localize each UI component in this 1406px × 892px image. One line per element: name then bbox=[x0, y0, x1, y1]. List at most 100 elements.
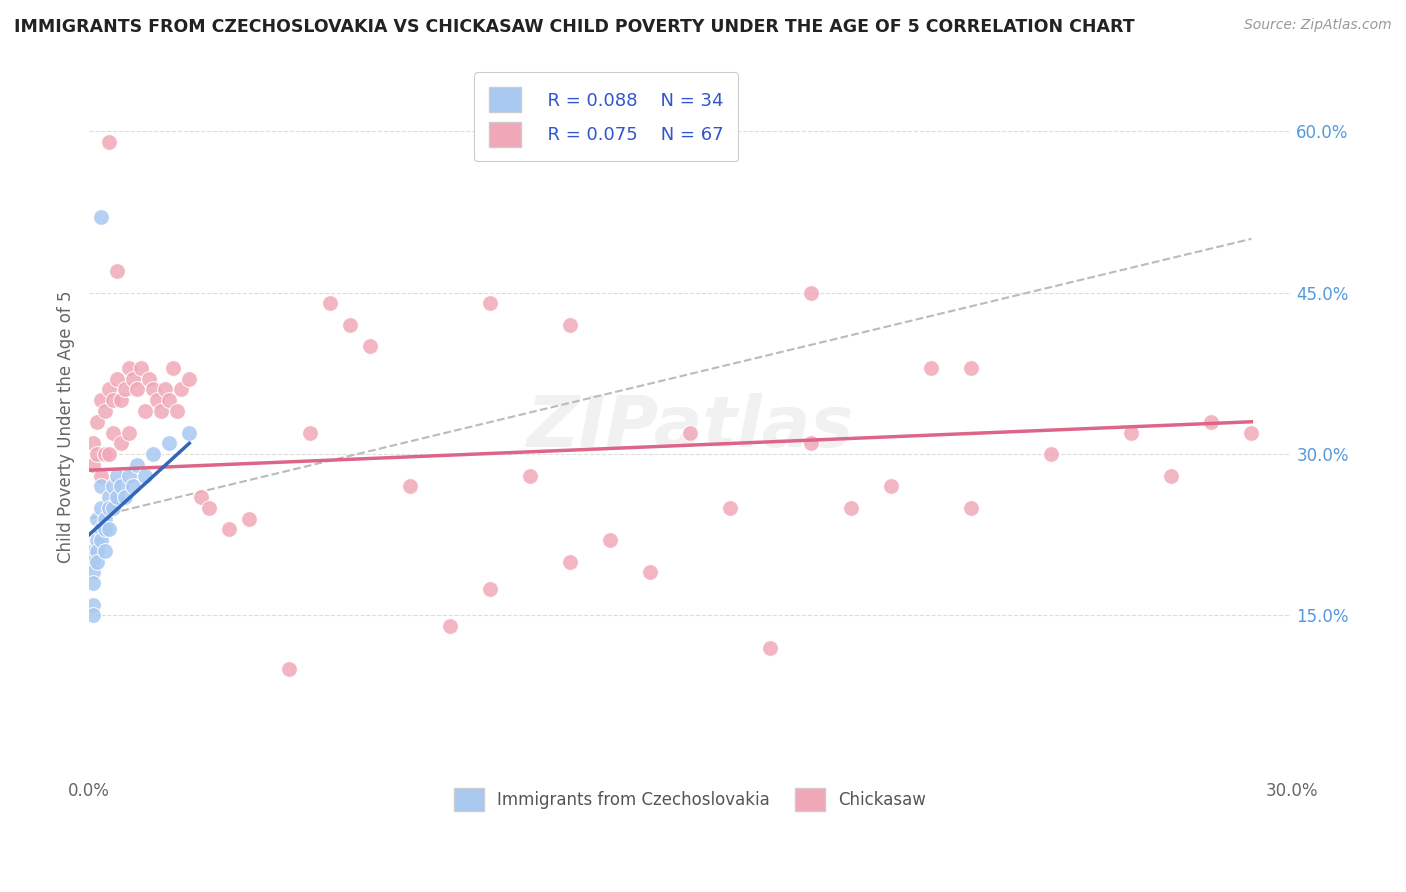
Point bbox=[82, 544, 104, 558]
Point bbox=[134, 404, 156, 418]
Point bbox=[519, 468, 541, 483]
Point bbox=[110, 479, 132, 493]
Point bbox=[759, 640, 782, 655]
Point bbox=[101, 500, 124, 515]
Point bbox=[1039, 447, 1062, 461]
Point bbox=[799, 285, 821, 300]
Point bbox=[138, 372, 160, 386]
Point bbox=[122, 479, 145, 493]
Point bbox=[86, 544, 108, 558]
Point bbox=[439, 619, 461, 633]
Y-axis label: Child Poverty Under the Age of 5: Child Poverty Under the Age of 5 bbox=[58, 291, 75, 564]
Point bbox=[90, 468, 112, 483]
Point bbox=[105, 372, 128, 386]
Point bbox=[879, 479, 901, 493]
Point bbox=[94, 511, 117, 525]
Point bbox=[718, 500, 741, 515]
Point bbox=[110, 436, 132, 450]
Point bbox=[98, 500, 121, 515]
Point bbox=[179, 372, 201, 386]
Legend: Immigrants from Czechoslovakia, Chickasaw: Immigrants from Czechoslovakia, Chickasa… bbox=[441, 774, 939, 824]
Point bbox=[101, 425, 124, 440]
Point bbox=[90, 479, 112, 493]
Point bbox=[162, 361, 184, 376]
Point bbox=[339, 318, 361, 332]
Point bbox=[118, 361, 141, 376]
Point bbox=[90, 393, 112, 408]
Point bbox=[86, 533, 108, 548]
Point bbox=[98, 383, 121, 397]
Point bbox=[94, 447, 117, 461]
Point bbox=[122, 372, 145, 386]
Point bbox=[129, 361, 152, 376]
Point bbox=[142, 383, 165, 397]
Point bbox=[146, 393, 169, 408]
Point bbox=[157, 436, 180, 450]
Point bbox=[86, 447, 108, 461]
Point bbox=[114, 490, 136, 504]
Point bbox=[157, 393, 180, 408]
Point bbox=[86, 555, 108, 569]
Point bbox=[86, 415, 108, 429]
Point bbox=[238, 511, 260, 525]
Point bbox=[839, 500, 862, 515]
Point bbox=[1121, 425, 1143, 440]
Point bbox=[98, 522, 121, 536]
Point bbox=[94, 522, 117, 536]
Point bbox=[98, 490, 121, 504]
Point bbox=[179, 425, 201, 440]
Point bbox=[82, 555, 104, 569]
Point bbox=[82, 458, 104, 472]
Point bbox=[959, 500, 981, 515]
Point bbox=[920, 361, 942, 376]
Text: Source: ZipAtlas.com: Source: ZipAtlas.com bbox=[1244, 18, 1392, 32]
Point bbox=[150, 404, 173, 418]
Point bbox=[127, 458, 149, 472]
Point bbox=[98, 447, 121, 461]
Point bbox=[82, 436, 104, 450]
Point bbox=[118, 425, 141, 440]
Point bbox=[86, 511, 108, 525]
Point bbox=[558, 555, 581, 569]
Point bbox=[166, 404, 188, 418]
Point bbox=[190, 490, 212, 504]
Point bbox=[478, 582, 501, 596]
Point bbox=[298, 425, 321, 440]
Point bbox=[105, 490, 128, 504]
Point bbox=[101, 393, 124, 408]
Point bbox=[1160, 468, 1182, 483]
Point bbox=[558, 318, 581, 332]
Point bbox=[679, 425, 702, 440]
Point bbox=[82, 576, 104, 591]
Point bbox=[398, 479, 420, 493]
Point bbox=[110, 393, 132, 408]
Point bbox=[155, 383, 177, 397]
Point bbox=[318, 296, 340, 310]
Point bbox=[198, 500, 221, 515]
Point bbox=[118, 468, 141, 483]
Point bbox=[94, 404, 117, 418]
Point bbox=[359, 339, 381, 353]
Point bbox=[599, 533, 621, 548]
Text: IMMIGRANTS FROM CZECHOSLOVAKIA VS CHICKASAW CHILD POVERTY UNDER THE AGE OF 5 COR: IMMIGRANTS FROM CZECHOSLOVAKIA VS CHICKA… bbox=[14, 18, 1135, 36]
Point bbox=[94, 544, 117, 558]
Point bbox=[959, 361, 981, 376]
Point bbox=[1240, 425, 1263, 440]
Point bbox=[1201, 415, 1223, 429]
Text: ZIPatlas: ZIPatlas bbox=[527, 392, 853, 462]
Point bbox=[170, 383, 193, 397]
Point bbox=[82, 566, 104, 580]
Point bbox=[114, 383, 136, 397]
Point bbox=[98, 135, 121, 149]
Point bbox=[218, 522, 240, 536]
Point bbox=[90, 522, 112, 536]
Point bbox=[90, 211, 112, 225]
Point bbox=[90, 533, 112, 548]
Point bbox=[127, 383, 149, 397]
Point bbox=[82, 598, 104, 612]
Point bbox=[105, 264, 128, 278]
Point bbox=[90, 500, 112, 515]
Point bbox=[82, 608, 104, 623]
Point bbox=[278, 662, 301, 676]
Point bbox=[134, 468, 156, 483]
